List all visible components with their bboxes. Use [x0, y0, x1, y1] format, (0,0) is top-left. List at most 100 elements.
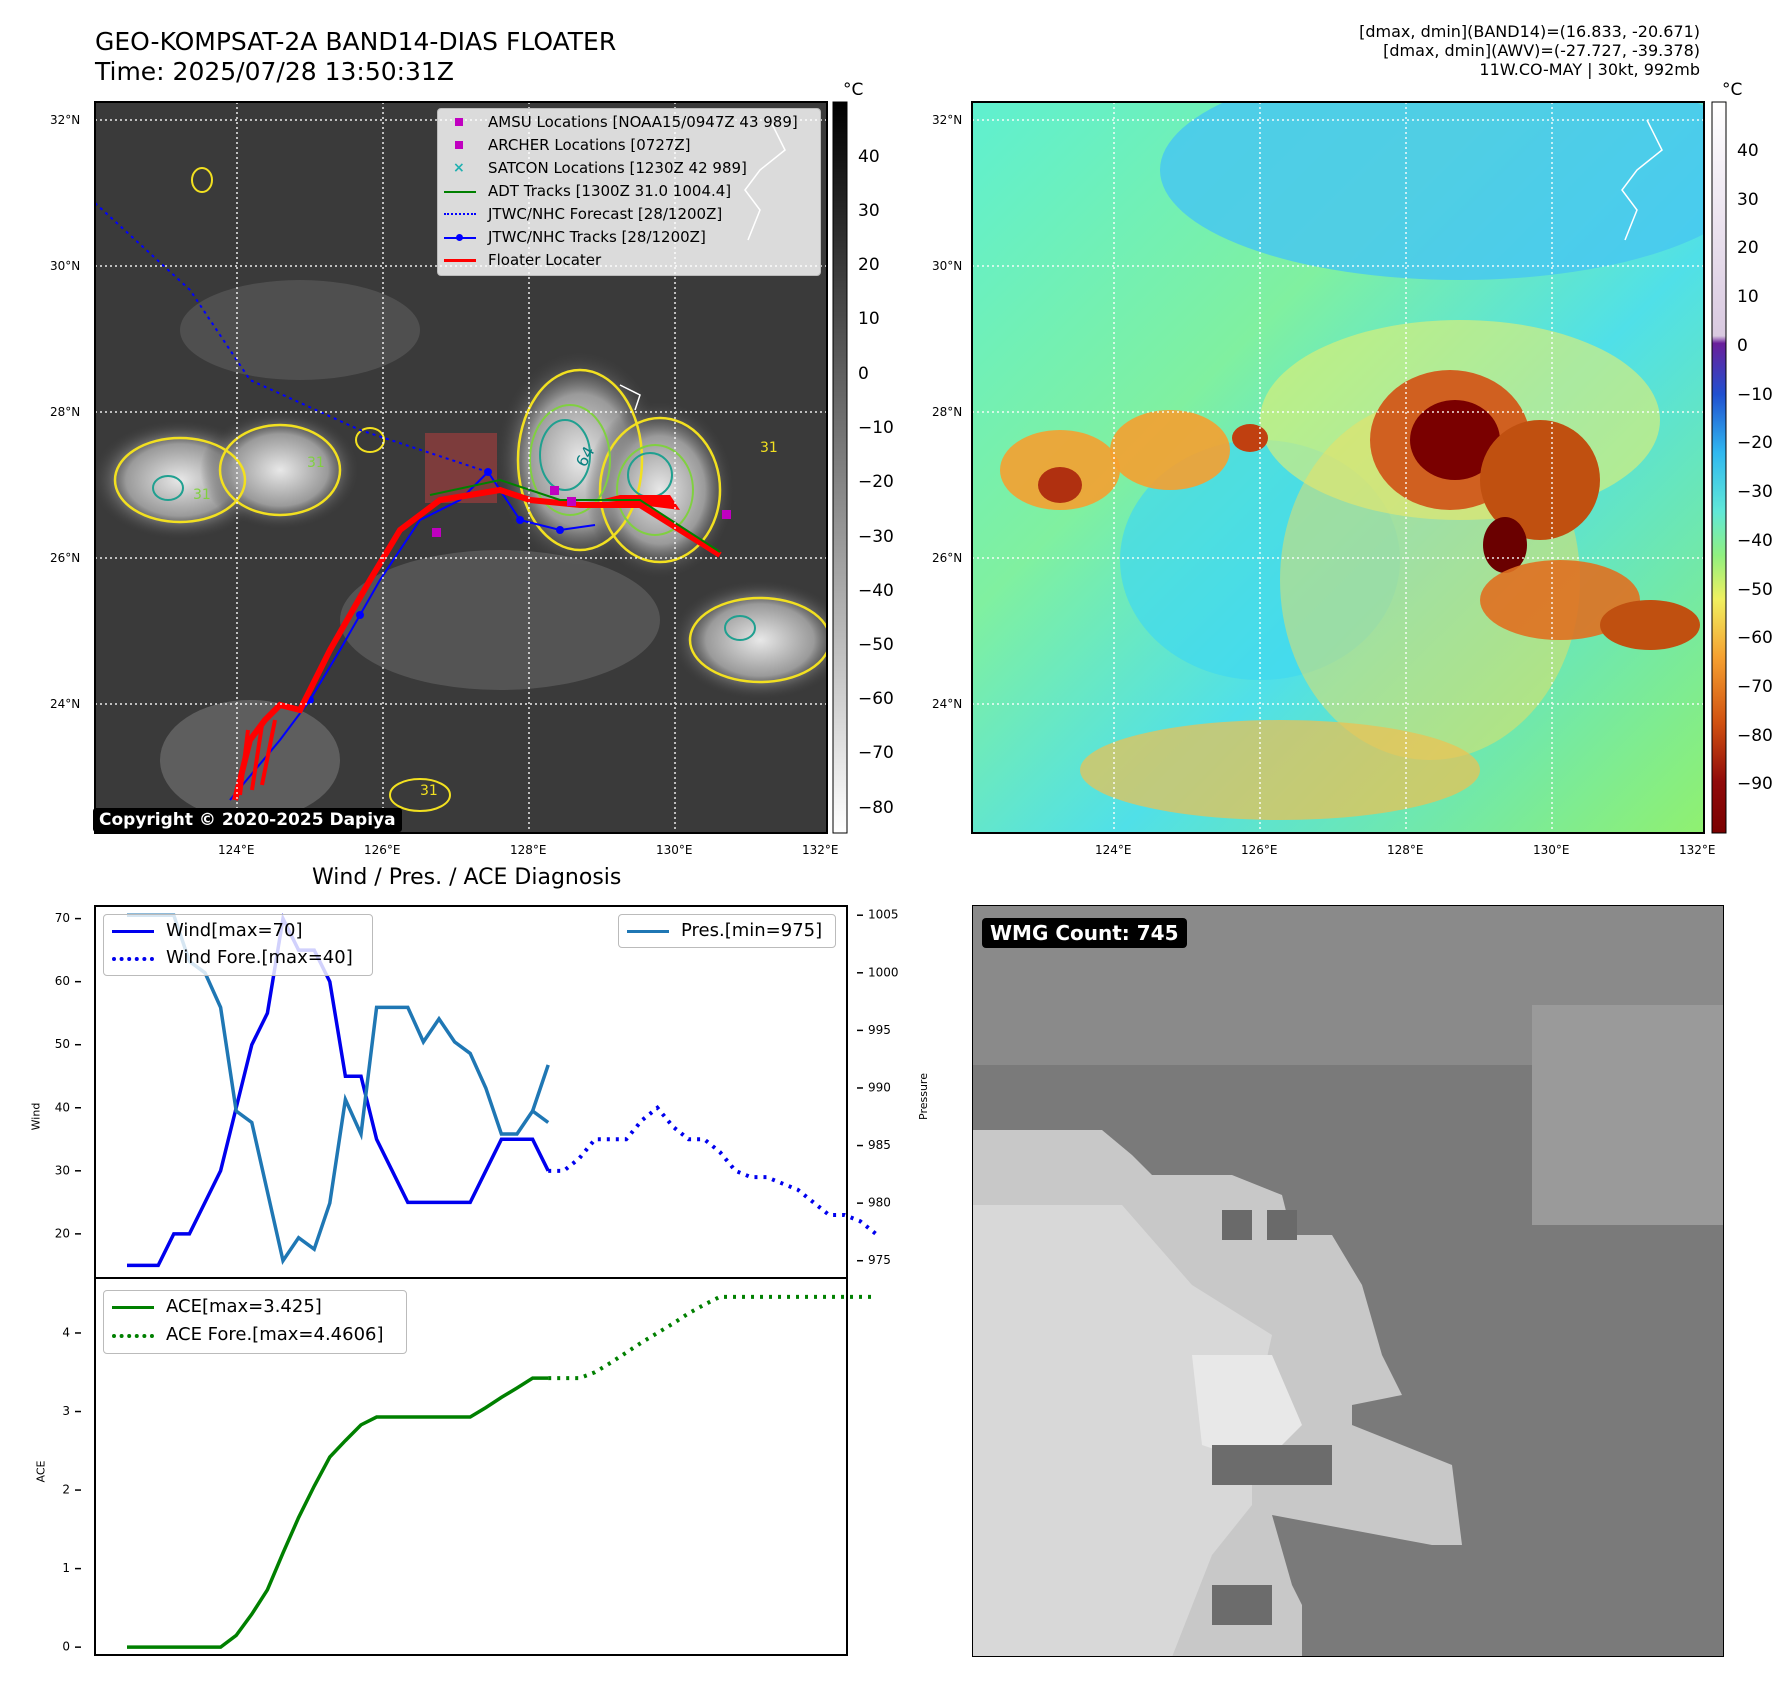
colorbar-tick: 20: [858, 255, 880, 275]
pressure-tick: 990: [868, 1080, 891, 1094]
dotted-line-icon: [112, 1334, 154, 1338]
lon-label: 130°E: [656, 843, 693, 857]
right-map-image: [972, 102, 1704, 833]
wmg-image: [972, 905, 1724, 1657]
ace-legend: ACE[max=3.425] ACE Fore.[max=4.4606]: [103, 1290, 407, 1354]
ace-tick: 0: [62, 1640, 70, 1654]
colorbar-tick: −70: [1737, 677, 1773, 697]
map-legend: AMSU Locations [NOAA15/0947Z 43 989] ARC…: [437, 108, 821, 276]
colorbar-tick: −10: [858, 418, 894, 438]
pressure-tick: 1005: [868, 908, 899, 922]
wind-tick: 60: [55, 974, 70, 988]
colorbar-tick: 0: [858, 364, 869, 384]
colorbar-tick: −40: [858, 581, 894, 601]
ace-axis-label: ACE: [34, 1460, 48, 1483]
line-marker-icon: [444, 259, 476, 262]
colorbar-tick: −90: [1737, 774, 1773, 794]
lat-label: 28°N: [50, 405, 81, 419]
colorbar-tick: −20: [858, 472, 894, 492]
wind-tick: 50: [55, 1037, 70, 1051]
wind-series-line: [127, 912, 550, 1268]
wind-tick: 40: [55, 1100, 70, 1114]
colorbar-tick: 40: [1737, 141, 1759, 161]
left-colorbar: [832, 101, 848, 834]
square-marker-icon: [455, 141, 463, 149]
lon-label: 128°E: [1387, 843, 1424, 857]
colorbar-tick: 10: [1737, 287, 1759, 307]
colorbar-tick: −30: [858, 527, 894, 547]
colorbar-tick: −80: [1737, 726, 1773, 746]
lat-label: 24°N: [50, 697, 81, 711]
lat-label: 26°N: [932, 551, 963, 565]
info-line-3: 11W.CO-MAY | 30kt, 992mb: [1479, 60, 1700, 79]
pressure-tick: 980: [868, 1196, 891, 1210]
wind-forecast-line: [548, 1104, 878, 1236]
contour-label-31: 31: [193, 487, 211, 503]
colorbar-tick: 10: [858, 309, 880, 329]
dotted-line-icon: [444, 213, 476, 215]
colorbar-tick: −50: [858, 635, 894, 655]
info-line-2: [dmax, dmin](AWV)=(-27.727, -39.378): [1383, 41, 1700, 60]
pressure-tick: 995: [868, 1023, 891, 1037]
dotted-line-icon: [112, 957, 154, 961]
colorbar-tick: −50: [1737, 580, 1773, 600]
lon-label: 130°E: [1533, 843, 1570, 857]
pressure-legend: Pres.[min=975]: [618, 914, 836, 948]
lon-label: 132°E: [1679, 843, 1716, 857]
main-title: GEO-KOMPSAT-2A BAND14-DIAS FLOATER Time:…: [95, 27, 616, 87]
wind-tick: 20: [55, 1226, 70, 1240]
lon-label: 128°E: [510, 843, 547, 857]
lat-label: 30°N: [932, 259, 963, 273]
pressure-tail-line: [530, 1064, 550, 1112]
line-marker-icon: [112, 930, 154, 933]
ace-tick: 3: [62, 1404, 70, 1418]
title-line-2: Time: 2025/07/28 13:50:31Z: [95, 57, 454, 86]
colorbar-tick: 0: [1737, 336, 1748, 356]
ace-plot: 4 3 2 1 0: [62, 1294, 876, 1654]
square-marker-icon: [455, 118, 463, 126]
colorbar-tick: −20: [1737, 433, 1773, 453]
contour-label-31: 31: [307, 455, 325, 471]
ace-tick: 4: [62, 1325, 70, 1339]
ace-forecast-line: [548, 1294, 876, 1381]
title-line-1: GEO-KOMPSAT-2A BAND14-DIAS FLOATER: [95, 27, 617, 56]
x-marker-icon: ×: [453, 160, 465, 176]
storm-info: [dmax, dmin](BAND14)=(16.833, -20.671) […: [1359, 22, 1700, 79]
colorbar-unit: °C: [843, 80, 864, 100]
copyright-label: Copyright © 2020-2025 Dapiya: [93, 808, 402, 832]
wind-axis-label: Wind: [29, 1102, 43, 1131]
colorbar-tick: −60: [1737, 628, 1773, 648]
pressure-axis-label: Pressure: [916, 1073, 930, 1120]
colorbar-tick: 40: [858, 147, 880, 167]
lat-label: 32°N: [50, 113, 81, 127]
lat-label: 26°N: [50, 551, 81, 565]
wind-tick: 70: [55, 911, 70, 925]
ace-tick: 1: [62, 1561, 70, 1575]
lat-label: 24°N: [932, 697, 963, 711]
colorbar-unit: °C: [1722, 80, 1743, 100]
lat-label: 28°N: [932, 405, 963, 419]
pressure-tick: 1000: [868, 965, 899, 979]
colorbar-tick: −80: [858, 798, 894, 818]
pressure-tick: 985: [868, 1138, 891, 1152]
diagnosis-title: Wind / Pres. / ACE Diagnosis: [312, 865, 622, 890]
colorbar-tick: −70: [858, 743, 894, 763]
line-marker-icon: [112, 1306, 154, 1309]
colorbar-tick: −10: [1737, 385, 1773, 405]
right-colorbar: [1711, 101, 1727, 834]
line-marker-icon: [627, 930, 669, 933]
contour-label-31: 31: [760, 440, 778, 456]
lon-label: 132°E: [802, 843, 839, 857]
lon-label: 126°E: [364, 843, 401, 857]
colorbar-tick: 20: [1737, 238, 1759, 258]
colorbar-tick: 30: [858, 201, 880, 221]
colorbar-tick: 30: [1737, 190, 1759, 210]
colorbar-tick: −30: [1737, 482, 1773, 502]
ace-series-line: [127, 1376, 549, 1649]
wind-tick: 30: [55, 1163, 70, 1177]
line-marker-icon: [444, 191, 476, 193]
ace-tick: 2: [62, 1483, 70, 1497]
colorbar-tick: −60: [858, 689, 894, 709]
colorbar-tick: −40: [1737, 531, 1773, 551]
lon-label: 126°E: [1241, 843, 1278, 857]
